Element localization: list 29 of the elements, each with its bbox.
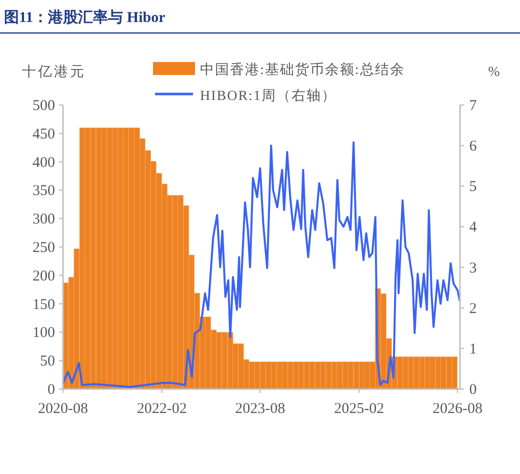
x-tick-label: 2022-02	[136, 401, 187, 417]
y-tick-label: 450	[32, 126, 55, 142]
y2-axis-title: %	[488, 65, 500, 80]
chart-title: 图11：港股汇率与 Hibor	[4, 8, 166, 26]
y2-tick-label: 1	[469, 341, 477, 358]
y2-tick-label: 2	[469, 300, 477, 317]
y2-tick-label: 5	[469, 179, 477, 196]
y-tick-label: 400	[32, 154, 55, 171]
y-tick-label: 150	[32, 296, 55, 313]
x-tick-label: 2023-08	[235, 401, 286, 417]
y-tick-label: 200	[32, 268, 55, 284]
y-tick-label: 350	[32, 183, 55, 200]
x-tick-label: 2020-08	[38, 401, 88, 417]
y-tick-label: 500	[32, 98, 55, 114]
y-tick-label: 0	[48, 382, 55, 398]
y2-tick-label: 7	[469, 98, 478, 114]
legend-label: 中国香港:基础货币余额:总结余	[200, 62, 405, 78]
y-tick-label: 50	[40, 354, 55, 370]
y2-tick-label: 0	[469, 382, 477, 398]
y-tick-label: 100	[32, 325, 55, 342]
legend-label: HIBOR:1周（右轴）	[200, 88, 336, 104]
y2-tick-label: 6	[469, 138, 478, 155]
y-tick-label: 300	[32, 212, 55, 228]
y-tick-label: 250	[32, 240, 55, 256]
x-tick-label: 2026-08	[432, 401, 482, 417]
x-tick-label: 2025-02	[334, 401, 384, 417]
y2-tick-label: 4	[469, 220, 478, 236]
y-axis-title: 十亿港元	[22, 64, 86, 80]
y2-tick-label: 3	[469, 260, 477, 276]
